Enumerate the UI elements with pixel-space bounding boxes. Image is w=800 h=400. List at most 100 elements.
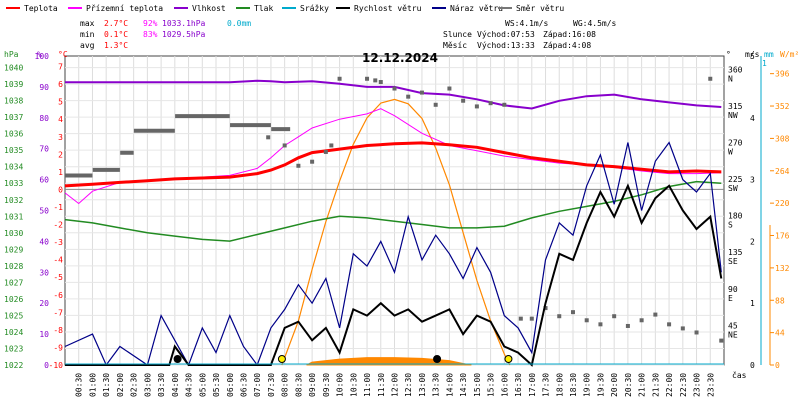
- dir-tick-value: 360: [728, 65, 743, 74]
- info-moon-set: Západ:4:08: [543, 41, 591, 50]
- series-layer: [64, 76, 724, 367]
- x-tick-label: 04:30: [185, 373, 194, 397]
- wind-direction-point: [557, 314, 562, 319]
- x-tick-label: 02:00: [116, 373, 125, 397]
- temp-tick-label: -7: [53, 308, 63, 317]
- pct-tick-label: 80: [39, 114, 49, 123]
- x-tick-label: 15:30: [487, 373, 496, 397]
- temperature-line: [64, 141, 722, 188]
- x-tick-label: 01:30: [102, 373, 111, 397]
- grid: [64, 55, 725, 366]
- legend-label: Srážky: [300, 4, 329, 13]
- hpa-tick-label: 1035: [4, 146, 23, 155]
- x-tick-label: 12:30: [404, 373, 413, 397]
- temp-tick-label: 5: [58, 98, 63, 107]
- wind-direction-point: [373, 78, 378, 83]
- wind-direction-point: [625, 323, 630, 328]
- stat-min-press: 1029.5hPa: [162, 30, 206, 39]
- x-tick-label: 06:30: [239, 373, 248, 397]
- hpa-tick-label: 1034: [4, 163, 23, 172]
- wind-direction-point: [329, 143, 334, 148]
- dir-tick-label: N: [728, 74, 733, 83]
- x-tick-label: 07:30: [267, 373, 276, 397]
- stat-max-label: max: [80, 19, 95, 28]
- legend-label: Přízemní teplota: [86, 4, 163, 13]
- dir-tick-label: NW: [728, 111, 738, 120]
- x-tick-label: 23:30: [706, 373, 715, 397]
- x-tick-label: 19:30: [596, 373, 605, 397]
- legend-label: Vlhkost: [192, 4, 226, 13]
- dir-tick-value: 180: [728, 212, 743, 221]
- solar-tick-label: 176: [775, 232, 790, 241]
- dir-tick-value: 315: [728, 102, 743, 111]
- wind-direction-point: [719, 338, 724, 343]
- legend-label: Teplota: [24, 4, 58, 13]
- hpa-tick-label: 1025: [4, 311, 23, 320]
- dir-tick-value: 270: [728, 138, 743, 147]
- temp-tick-label: -3: [53, 238, 63, 247]
- wind-direction-point: [323, 149, 328, 154]
- x-tick-label: 00:30: [75, 373, 84, 397]
- unit-deg: °: [726, 50, 731, 59]
- info-sun-label: Slunce: [443, 30, 472, 39]
- wind-direction-point: [708, 76, 713, 81]
- dir-tick-label: NE: [728, 330, 738, 339]
- wind-direction-point: [310, 159, 315, 164]
- wind-direction-point: [543, 306, 548, 311]
- pct-tick-label: 70: [39, 145, 49, 154]
- temp-tick-label: 6: [58, 80, 63, 89]
- temp-tick-label: 7: [58, 63, 63, 72]
- solar-line: [281, 98, 511, 366]
- pressure-line: [64, 180, 722, 242]
- legend-label: Náraz větru: [450, 4, 503, 13]
- x-tick-label: 21:30: [651, 373, 660, 397]
- dir-tick-value: 90: [728, 285, 738, 294]
- ms-tick-label: 1: [750, 299, 755, 308]
- dir-tick-value: 135: [728, 248, 743, 257]
- hpa-tick-label: 1033: [4, 179, 23, 188]
- pct-tick-label: 20: [39, 299, 49, 308]
- x-tick-label: 08:00: [281, 373, 290, 397]
- stat-max-hum: 92%: [143, 19, 158, 28]
- wind-direction-point: [296, 163, 301, 168]
- wind-direction-point: [529, 316, 534, 321]
- legend-label: Rychlost větru: [354, 4, 422, 13]
- ms-tick-label: 0: [750, 361, 755, 370]
- wind-direction-point: [282, 143, 287, 148]
- info-moon-rise: Východ:13:33: [477, 41, 535, 50]
- hpa-tick-label: 1022: [4, 361, 23, 370]
- wind-direction-point: [488, 101, 493, 106]
- wind-direction-point: [461, 98, 466, 103]
- solar-tick-label: 44: [775, 329, 785, 338]
- stat-max-temp: 2.7°C: [104, 19, 128, 28]
- info-sun-rise: Východ:07:53: [477, 30, 535, 39]
- pct-tick-label: 0: [44, 361, 49, 370]
- x-tick-label: 10:30: [349, 373, 358, 397]
- wind-direction-point: [502, 102, 507, 107]
- temp-tick-label: -1: [53, 203, 63, 212]
- stat-min-hum: 83%: [143, 30, 158, 39]
- dir-tick-label: SE: [728, 257, 738, 266]
- temp-tick-label: 3: [58, 133, 63, 142]
- x-tick-label: 17:30: [542, 373, 551, 397]
- temp-tick-label: -2: [53, 221, 63, 230]
- temp-tick-label: -8: [53, 326, 63, 335]
- dir-tick-label: E: [728, 294, 733, 303]
- chart-title: 12.12.2024: [362, 51, 438, 65]
- temp-tick-label: -6: [53, 291, 63, 300]
- x-tick-label: 13:30: [432, 373, 441, 397]
- info-moon-label: Měsíc: [443, 41, 467, 50]
- temp-tick-label: 0: [58, 185, 63, 194]
- info-ws: WS:4.1m/s: [505, 19, 549, 28]
- x-tick-label: 12:00: [391, 373, 400, 397]
- temp-tick-label: -4: [53, 256, 63, 265]
- stat-min-temp: 0.1°C: [104, 30, 128, 39]
- stat-avg-label: avg: [80, 41, 95, 50]
- x-tick-label: 15:00: [473, 373, 482, 397]
- wind-direction-point: [598, 322, 603, 327]
- solar-tick-label: 220: [775, 199, 790, 208]
- pct-tick-label: 90: [39, 83, 49, 92]
- x-tick-label: 06:00: [226, 373, 235, 397]
- wind-direction-point: [433, 102, 438, 107]
- pct-tick-label: 100: [35, 52, 50, 61]
